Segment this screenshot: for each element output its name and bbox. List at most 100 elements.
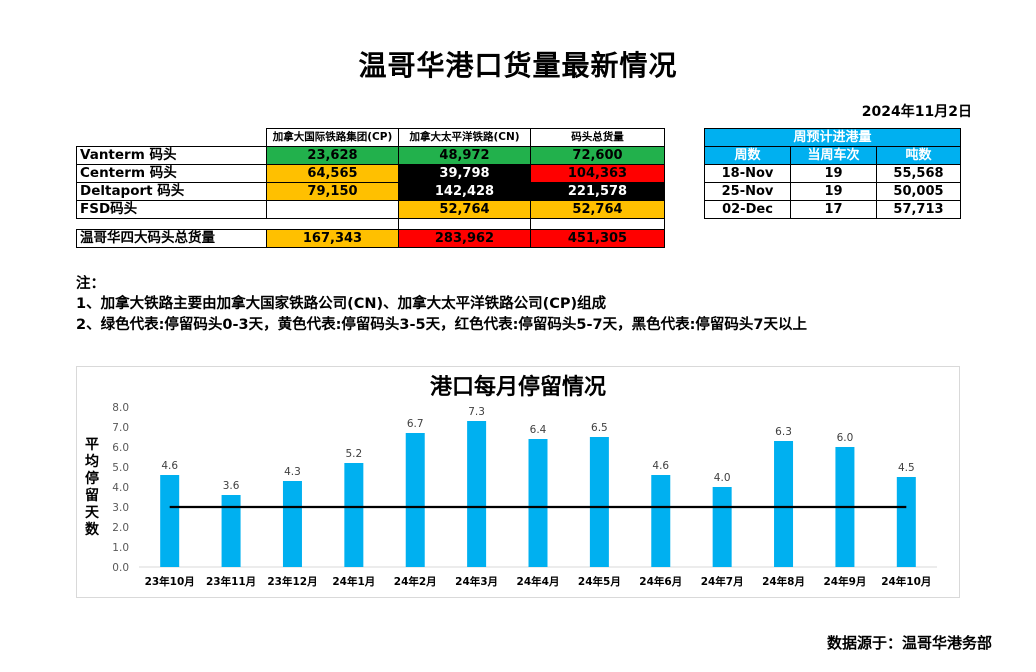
forecast-header-trains: 当周车次 <box>790 146 877 165</box>
x-tick-label: 23年11月 <box>206 575 256 588</box>
chart-title: 港口每月停留情况 <box>429 375 606 400</box>
terminal-name: FSD码头 <box>76 199 267 219</box>
y-tick-label: 2.0 <box>112 522 129 534</box>
total-cell-cn: 283,962 <box>398 228 531 248</box>
forecast-trains: 19 <box>790 164 877 183</box>
cell-total: 52,764 <box>530 199 665 219</box>
table-row: FSD码头 52,764 52,764 <box>76 199 665 219</box>
cell-cp: 79,150 <box>266 181 399 201</box>
y-tick-label: 4.0 <box>112 482 129 494</box>
bar <box>467 421 487 567</box>
y-tick-label: 6.0 <box>112 442 129 454</box>
cell-cn: 48,972 <box>398 145 531 165</box>
forecast-header-tons: 吨数 <box>876 146 961 165</box>
data-label: 4.6 <box>161 460 178 472</box>
cell-cn: 142,428 <box>398 181 531 201</box>
x-tick-label: 23年10月 <box>145 575 195 588</box>
chart-plot: 0.0 1.0 2.0 3.0 4.0 5.0 6.0 7.0 8.0 4.6 23年10月 3.6 2… <box>112 402 937 588</box>
notes-heading: 注： <box>76 276 105 292</box>
x-tick-label: 24年9月 <box>823 575 866 588</box>
cell-total: 221,578 <box>530 181 665 201</box>
x-tick-label: 24年7月 <box>701 575 744 588</box>
cell-cp: 64,565 <box>266 163 399 183</box>
bar <box>528 439 548 567</box>
cell-cn: 52,764 <box>398 199 531 219</box>
cell-cn: 39,798 <box>398 163 531 183</box>
bar <box>589 437 609 567</box>
data-label: 6.5 <box>591 422 608 434</box>
y-tick-label: 8.0 <box>112 402 129 414</box>
forecast-week: 18-Nov <box>704 164 791 183</box>
table-row: Vanterm 码头 23,628 48,972 72,600 <box>76 145 665 165</box>
y-tick-label: 0.0 <box>112 562 129 574</box>
header-spacer <box>77 129 267 147</box>
forecast-tons: 57,713 <box>876 200 961 219</box>
data-label: 4.0 <box>714 472 731 484</box>
bar <box>896 477 916 567</box>
x-tick-label: 24年4月 <box>517 575 560 588</box>
data-label: 4.6 <box>652 460 669 472</box>
x-tick-label: 24年5月 <box>578 575 621 588</box>
page-title: 温哥华港口货量最新情况 <box>358 49 678 82</box>
bar <box>282 481 302 567</box>
bar <box>651 475 671 567</box>
table-row: Deltaport 码头 79,150 142,428 221,578 <box>76 181 665 201</box>
column-header-total: 码头总货量 <box>530 128 665 147</box>
forecast-row: 25-Nov 19 50,005 <box>704 182 961 201</box>
bar <box>712 487 732 567</box>
cell-cp <box>266 199 399 219</box>
y-tick-label: 3.0 <box>112 502 129 514</box>
data-label: 6.0 <box>837 432 854 444</box>
cell-total: 104,363 <box>530 163 665 183</box>
x-tick-label: 24年3月 <box>455 575 498 588</box>
weekly-forecast-table: 周预计进港量 周数 当周车次 吨数 18-Nov 19 55,568 25-Nov 19… <box>704 128 961 219</box>
column-header-cp: 加拿大国际铁路集团(CP) <box>266 128 399 147</box>
table-row: Centerm 码头 64,565 39,798 104,363 <box>76 163 665 183</box>
forecast-tons: 50,005 <box>876 182 961 201</box>
data-source: 数据源于：温哥华港务部 <box>826 634 992 652</box>
x-tick-label: 24年1月 <box>332 575 375 588</box>
cell-total: 72,600 <box>530 145 665 165</box>
data-label: 6.7 <box>407 418 424 430</box>
y-tick-label: 5.0 <box>112 462 129 474</box>
data-label: 6.4 <box>530 424 547 436</box>
forecast-row: 02-Dec 17 57,713 <box>704 200 961 219</box>
table-row-total: 温哥华四大码头总货量 167,343 283,962 451,305 <box>76 228 665 248</box>
forecast-week: 25-Nov <box>704 182 791 201</box>
forecast-tons: 55,568 <box>876 164 961 183</box>
bar <box>774 441 794 567</box>
bar <box>221 495 241 567</box>
y-tick-label: 7.0 <box>112 422 129 434</box>
forecast-week: 02-Dec <box>704 200 791 219</box>
y-tick-label: 1.0 <box>112 542 129 554</box>
terminal-name: Deltaport 码头 <box>76 181 267 201</box>
x-tick-label: 24年2月 <box>394 575 437 588</box>
total-cell-cp: 167,343 <box>266 228 399 248</box>
forecast-row: 18-Nov 19 55,568 <box>704 164 961 183</box>
note-line-1: 1、加拿大铁路主要由加拿大国家铁路公司(CN)、加拿大太平洋铁路公司(CP)组成 <box>76 296 607 312</box>
chart-y-axis-label: 平均停留天数 <box>85 437 99 538</box>
x-tick-label: 24年6月 <box>639 575 682 588</box>
forecast-header-week: 周数 <box>704 146 791 165</box>
column-header-cn: 加拿大太平洋铁路(CN) <box>398 128 531 147</box>
dwell-time-chart: 0.0 1.0 2.0 3.0 4.0 5.0 6.0 7.0 8.0 4.6 23年10月 3.6 2… <box>76 366 960 598</box>
data-label: 4.3 <box>284 466 301 478</box>
x-tick-label: 24年10月 <box>881 575 931 588</box>
port-volume-table: 加拿大国际铁路集团(CP) 加拿大太平洋铁路(CN) 码头总货量 Vanterm 码头… <box>76 128 665 248</box>
terminal-name: Centerm 码头 <box>76 163 267 183</box>
forecast-title: 周预计进港量 <box>704 128 961 147</box>
report-date: 2024年11月2日 <box>861 104 972 120</box>
data-label: 4.5 <box>898 462 915 474</box>
forecast-trains: 19 <box>790 182 877 201</box>
forecast-trains: 17 <box>790 200 877 219</box>
data-label: 3.6 <box>223 480 240 492</box>
total-label: 温哥华四大码头总货量 <box>76 228 267 248</box>
data-label: 6.3 <box>775 426 792 438</box>
x-tick-label: 23年12月 <box>267 575 317 588</box>
bar <box>344 463 364 567</box>
data-label: 7.3 <box>468 406 485 418</box>
note-line-2: 2、绿色代表:停留码头0-3天，黄色代表:停留码头3-5天，红色代表:停留码头5… <box>76 317 807 333</box>
x-tick-label: 24年8月 <box>762 575 805 588</box>
cell-cp: 23,628 <box>266 145 399 165</box>
bar <box>160 475 180 567</box>
